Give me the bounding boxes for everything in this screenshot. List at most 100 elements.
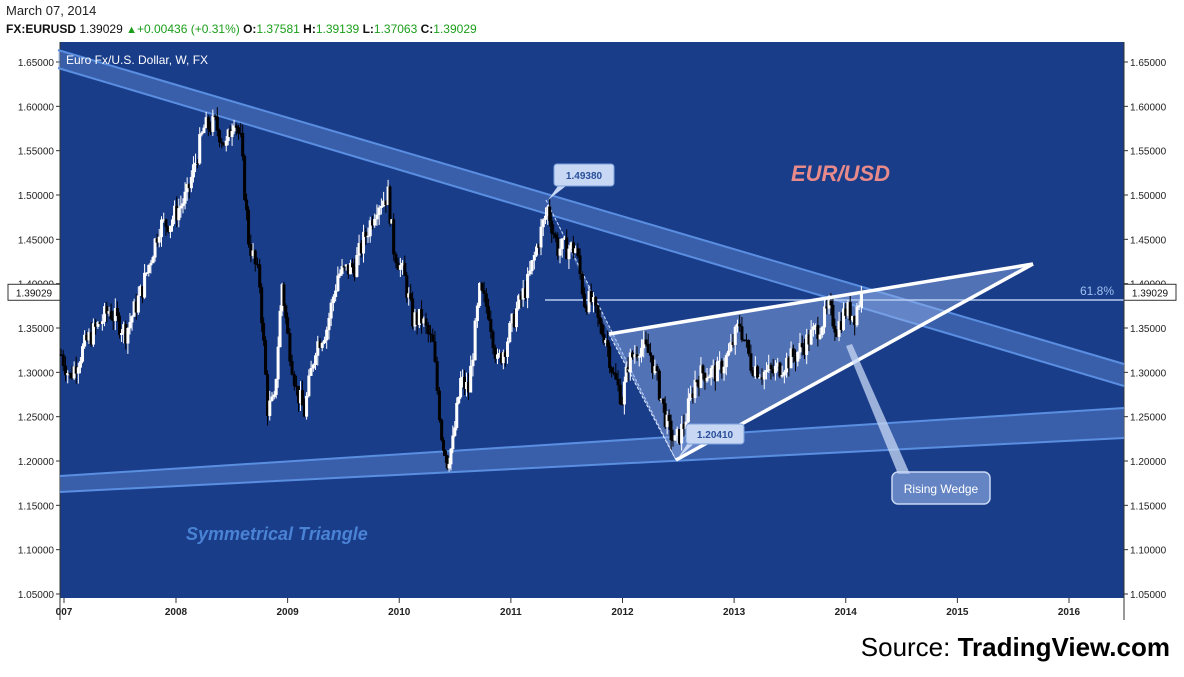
candle-body: [618, 384, 622, 405]
y-tick-label-right: 1.20000: [1130, 457, 1167, 468]
candle-body: [589, 290, 593, 303]
candle-body: [96, 322, 100, 327]
x-tick-label: 2008: [165, 607, 188, 618]
plot-area[interactable]: [60, 42, 1124, 598]
y-tick-label-left: 1.10000: [18, 546, 55, 557]
source-brand[interactable]: TradingView.com: [957, 632, 1170, 662]
candle-body: [596, 305, 600, 318]
candle-body: [373, 218, 377, 226]
candle-body: [258, 264, 262, 288]
candle-body: [168, 225, 172, 232]
candle-body: [442, 439, 446, 451]
candle-body: [153, 238, 157, 258]
last-price-tag-left-text: 1.39029: [16, 288, 53, 299]
left-axis-panel: [0, 42, 60, 622]
candle-body: [602, 334, 606, 343]
candle-body: [695, 379, 699, 383]
y-tick-label-right: 1.25000: [1130, 413, 1167, 424]
candle-body: [539, 226, 543, 248]
candle-body: [403, 262, 407, 276]
y-tick-label-left: 1.65000: [18, 58, 55, 69]
candle-body: [628, 352, 632, 373]
candle-body: [707, 376, 711, 379]
triangle-label: Symmetrical Triangle: [186, 524, 368, 544]
candle-body: [673, 435, 677, 441]
candle-body: [567, 248, 571, 260]
candle-body: [528, 270, 532, 275]
price-chart[interactable]: 1.05000 1.10000 1.15000 1.20000 1.25000 1.300…: [0, 42, 1184, 622]
candle-body: [282, 284, 286, 306]
candle-body: [571, 242, 575, 254]
candle-body: [61, 354, 65, 367]
low-label: L:: [362, 22, 374, 36]
candle-body: [857, 305, 861, 308]
candle-body: [130, 316, 134, 323]
candle-body: [833, 325, 837, 333]
candle-body: [368, 220, 372, 237]
candle-body: [276, 346, 280, 380]
candle-body: [331, 296, 335, 304]
y-tick-label-left: 1.35000: [18, 324, 55, 335]
candle-body: [469, 365, 473, 393]
candle-body: [594, 297, 598, 306]
y-tick-label-left: 1.05000: [18, 590, 55, 601]
candle-body: [307, 375, 311, 397]
candle-body: [206, 117, 210, 130]
candle-body: [322, 339, 326, 344]
candle-body: [554, 234, 558, 238]
candle-body: [433, 341, 437, 362]
chart-date: March 07, 2014: [6, 3, 97, 18]
candle-body: [644, 339, 648, 345]
candle-body: [471, 359, 475, 367]
candle-body: [405, 275, 409, 298]
candle-body: [198, 134, 202, 164]
right-axis-panel: [1124, 42, 1184, 622]
candle-body: [747, 340, 751, 354]
candle-body: [230, 131, 234, 138]
candle-body: [733, 326, 737, 345]
high-callout-box[interactable]: [553, 163, 615, 187]
candle-body: [336, 275, 340, 292]
candle-body: [715, 361, 719, 382]
candle-body: [340, 266, 344, 274]
wedge-callout-box[interactable]: [891, 471, 991, 505]
candle-body: [612, 372, 616, 374]
candle-body: [342, 266, 346, 268]
support-line-lower: [59, 437, 1125, 493]
price-change: +0.00436 (+0.31%): [136, 22, 240, 36]
high-callout-text: 1.49380: [566, 171, 603, 182]
candle-body: [780, 374, 784, 377]
candle-body: [145, 272, 149, 274]
candle-body: [482, 290, 486, 294]
symbol[interactable]: FX:EURUSD: [6, 22, 77, 36]
candle-body: [100, 321, 104, 324]
candle-body: [455, 402, 459, 428]
candle-body: [583, 293, 587, 307]
candle-body: [200, 132, 204, 135]
candle-body: [388, 186, 392, 224]
candle-body: [334, 290, 338, 298]
candle-body: [327, 318, 331, 331]
y-tick-label-left: 1.60000: [18, 102, 55, 113]
candle-body: [648, 352, 652, 356]
candle-body: [769, 364, 773, 370]
candle-body: [616, 378, 620, 386]
chart-title: Euro Fx/U.S. Dollar, W, FX: [66, 53, 208, 67]
candle-body: [848, 301, 852, 321]
candle-body: [375, 214, 379, 220]
candle-body: [264, 340, 268, 375]
candle-body: [809, 329, 813, 345]
support-line-upper: [59, 407, 1125, 477]
x-tick-label: 007: [56, 607, 73, 618]
candle-body: [823, 306, 827, 328]
low-callout-box[interactable]: [685, 423, 745, 445]
wedge-callout-pointer: [846, 344, 910, 474]
candle-body: [738, 323, 742, 327]
candle-body: [443, 450, 447, 456]
candle-body: [487, 306, 491, 320]
x-tick-label: 2009: [277, 607, 300, 618]
candle-body: [149, 262, 153, 266]
candle-body: [309, 368, 313, 376]
candle-body: [409, 293, 413, 299]
y-tick-label-right: 1.05000: [1130, 590, 1167, 601]
